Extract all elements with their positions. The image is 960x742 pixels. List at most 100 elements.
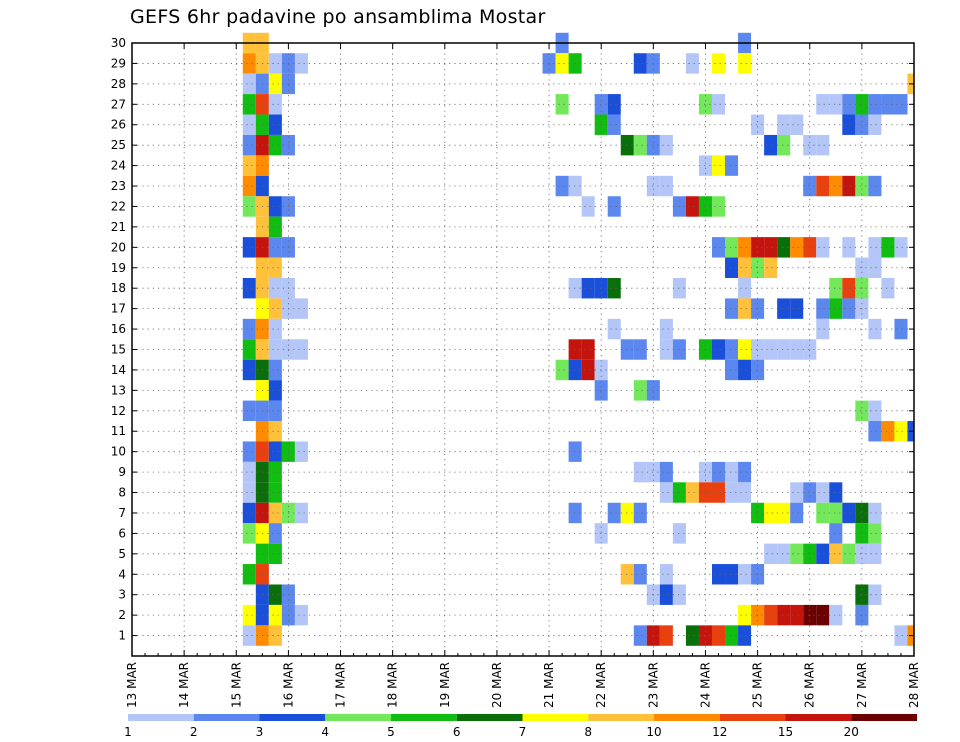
precip-cell — [581, 196, 595, 217]
precip-cell — [777, 298, 791, 319]
y-tick-label: 24 — [111, 159, 126, 173]
precip-cell — [790, 482, 804, 503]
legend-label: 7 — [519, 725, 527, 739]
legend-swatch — [588, 714, 654, 721]
precip-cell — [646, 461, 660, 483]
precip-cell — [764, 543, 778, 565]
precip-cell — [698, 482, 712, 503]
legend-label: 8 — [584, 725, 592, 739]
precip-cell — [242, 339, 256, 360]
precip-cell — [242, 114, 256, 135]
y-tick-label: 22 — [111, 199, 126, 213]
precip-cell — [894, 421, 908, 442]
y-tick-label: 20 — [111, 240, 126, 254]
precip-cell — [868, 584, 882, 605]
precip-cell — [685, 625, 699, 646]
precip-cell — [868, 502, 882, 524]
precip-cell — [633, 380, 647, 401]
precip-cell — [242, 94, 256, 115]
precip-cell — [803, 339, 817, 360]
precip-cell — [803, 175, 817, 197]
precip-cell — [764, 134, 778, 156]
legend-label: 2 — [190, 725, 198, 739]
precip-cell — [711, 53, 726, 74]
precip-cell — [829, 175, 843, 197]
precip-cell — [581, 339, 595, 360]
y-tick-label: 27 — [111, 97, 126, 111]
precip-cell — [242, 73, 256, 95]
precip-cell — [855, 400, 869, 422]
precip-cell — [268, 359, 282, 381]
legend-swatch — [391, 714, 457, 721]
legend-swatch — [851, 714, 917, 721]
y-tick-label: 8 — [118, 486, 126, 500]
precip-cell — [842, 298, 856, 319]
x-tick-label: 16 MAR — [281, 662, 295, 708]
precip-cell — [633, 53, 647, 74]
precip-cell — [672, 196, 686, 217]
precip-cell — [868, 94, 882, 115]
precip-cell — [816, 502, 830, 524]
precip-cell — [829, 298, 843, 319]
y-tick-label: 28 — [111, 77, 126, 91]
precip-cell — [672, 277, 686, 299]
precip-cell — [803, 237, 817, 258]
precip-cell — [620, 502, 634, 524]
precip-cell — [294, 298, 308, 319]
x-tick-label: 23 MAR — [646, 662, 660, 708]
precip-cell — [881, 237, 895, 258]
precip-cell — [881, 94, 895, 115]
legend-label: 10 — [646, 725, 661, 739]
precip-cell — [698, 94, 712, 115]
precip-cell — [581, 359, 595, 381]
precip-cell — [855, 543, 869, 565]
y-tick-label: 26 — [111, 118, 126, 132]
precip-cell — [242, 53, 256, 74]
precip-cell — [659, 318, 673, 340]
precip-cell — [685, 53, 699, 74]
precip-cell — [829, 277, 843, 299]
precip-cell — [777, 502, 791, 524]
precip-cell — [268, 441, 282, 462]
precip-cell — [790, 339, 804, 360]
precip-cell — [738, 53, 752, 74]
precip-cell — [816, 298, 830, 319]
precip-cell — [633, 339, 647, 360]
y-tick-label: 1 — [118, 629, 126, 643]
y-tick-label: 30 — [111, 36, 126, 50]
precip-cell — [242, 359, 256, 381]
precip-cell — [881, 421, 895, 442]
precip-cell — [268, 196, 282, 217]
precip-cell — [764, 604, 778, 626]
precip-cell — [829, 604, 843, 626]
precip-cell — [868, 523, 882, 544]
precip-cell — [803, 134, 817, 156]
precip-cell — [242, 400, 256, 422]
precip-cell — [738, 277, 752, 299]
legend-swatch — [259, 714, 326, 721]
precip-cell — [294, 502, 308, 524]
precip-cell — [894, 237, 908, 258]
precip-cell — [268, 114, 282, 135]
precip-cell — [855, 175, 869, 197]
precip-cell — [268, 461, 282, 483]
precip-cell — [751, 237, 765, 258]
legend-swatch — [522, 714, 589, 721]
precip-cell — [725, 339, 739, 360]
precip-cell — [738, 564, 752, 585]
legend-swatch — [719, 714, 786, 721]
x-tick-label: 20 MAR — [490, 662, 504, 708]
precip-cell — [751, 359, 765, 381]
legend-label: 6 — [453, 725, 461, 739]
y-tick-label: 14 — [111, 363, 126, 377]
precip-cell — [725, 298, 739, 319]
precip-cell — [659, 134, 673, 156]
y-tick-label: 16 — [111, 322, 126, 336]
precip-cell — [268, 134, 282, 156]
legend-label: 1 — [124, 725, 132, 739]
precip-cell — [751, 339, 765, 360]
x-tick-label: 17 MAR — [334, 662, 348, 708]
y-axis-ticks: 1234567891011121314151617181920212223242… — [111, 36, 914, 643]
y-tick-label: 6 — [118, 526, 126, 540]
